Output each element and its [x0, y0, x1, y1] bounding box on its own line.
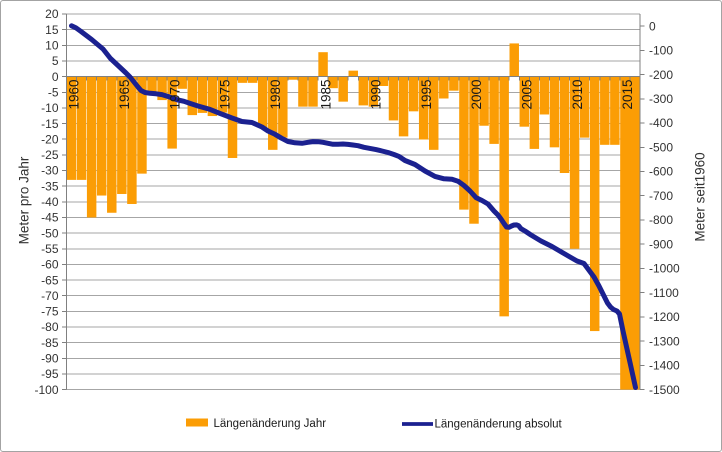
svg-text:-10: -10 — [41, 101, 59, 115]
svg-text:-85: -85 — [41, 336, 59, 350]
svg-text:-55: -55 — [41, 242, 59, 256]
svg-text:-65: -65 — [41, 273, 59, 287]
svg-text:1960: 1960 — [67, 80, 82, 110]
svg-text:15: 15 — [45, 23, 59, 37]
svg-text:1970: 1970 — [167, 80, 182, 110]
svg-text:-35: -35 — [41, 179, 59, 193]
svg-text:1965: 1965 — [117, 80, 132, 110]
svg-text:10: 10 — [45, 39, 59, 53]
svg-text:-100: -100 — [649, 44, 673, 58]
svg-text:-800: -800 — [649, 213, 673, 227]
svg-text:1985: 1985 — [318, 80, 333, 110]
svg-text:2010: 2010 — [570, 80, 585, 110]
svg-text:Meter seit1960: Meter seit1960 — [693, 152, 708, 241]
svg-text:-25: -25 — [41, 148, 59, 162]
svg-text:-50: -50 — [41, 226, 59, 240]
svg-text:-1000: -1000 — [649, 262, 680, 276]
svg-text:-1100: -1100 — [649, 286, 679, 300]
svg-text:1990: 1990 — [369, 80, 384, 110]
svg-text:2000: 2000 — [469, 80, 484, 110]
svg-text:-700: -700 — [649, 189, 673, 203]
svg-text:Meter pro Jahr: Meter pro Jahr — [17, 156, 32, 244]
svg-text:-75: -75 — [41, 305, 59, 319]
svg-text:-300: -300 — [649, 92, 673, 106]
svg-text:Längenänderung Jahr: Längenänderung Jahr — [214, 418, 327, 430]
svg-text:-15: -15 — [41, 117, 59, 131]
svg-text:-30: -30 — [41, 164, 59, 178]
svg-text:-1200: -1200 — [649, 310, 680, 324]
svg-text:0: 0 — [52, 70, 59, 84]
svg-text:0: 0 — [649, 19, 656, 33]
svg-text:-1300: -1300 — [649, 334, 680, 348]
svg-text:-500: -500 — [649, 140, 673, 154]
svg-text:1975: 1975 — [218, 80, 233, 110]
svg-text:-600: -600 — [649, 165, 673, 179]
svg-text:-20: -20 — [41, 132, 59, 146]
svg-text:-1400: -1400 — [649, 359, 680, 373]
svg-text:-100: -100 — [34, 383, 58, 397]
svg-text:-1500: -1500 — [649, 383, 680, 397]
svg-text:2015: 2015 — [620, 80, 635, 110]
svg-text:-200: -200 — [649, 68, 673, 82]
svg-text:-400: -400 — [649, 116, 673, 130]
svg-text:-80: -80 — [41, 320, 59, 334]
svg-text:2005: 2005 — [519, 80, 534, 110]
svg-text:20: 20 — [45, 7, 59, 21]
svg-text:-40: -40 — [41, 195, 59, 209]
svg-text:1995: 1995 — [419, 80, 434, 110]
svg-text:1980: 1980 — [268, 80, 283, 110]
svg-text:5: 5 — [52, 54, 59, 68]
svg-text:-45: -45 — [41, 211, 59, 225]
svg-text:Längenänderung absolut: Längenänderung absolut — [435, 419, 563, 431]
svg-text:-95: -95 — [41, 367, 59, 381]
svg-text:-70: -70 — [41, 289, 59, 303]
svg-text:-90: -90 — [41, 352, 59, 366]
svg-text:-60: -60 — [41, 258, 59, 272]
svg-text:-900: -900 — [649, 237, 673, 251]
svg-text:-5: -5 — [48, 85, 59, 99]
